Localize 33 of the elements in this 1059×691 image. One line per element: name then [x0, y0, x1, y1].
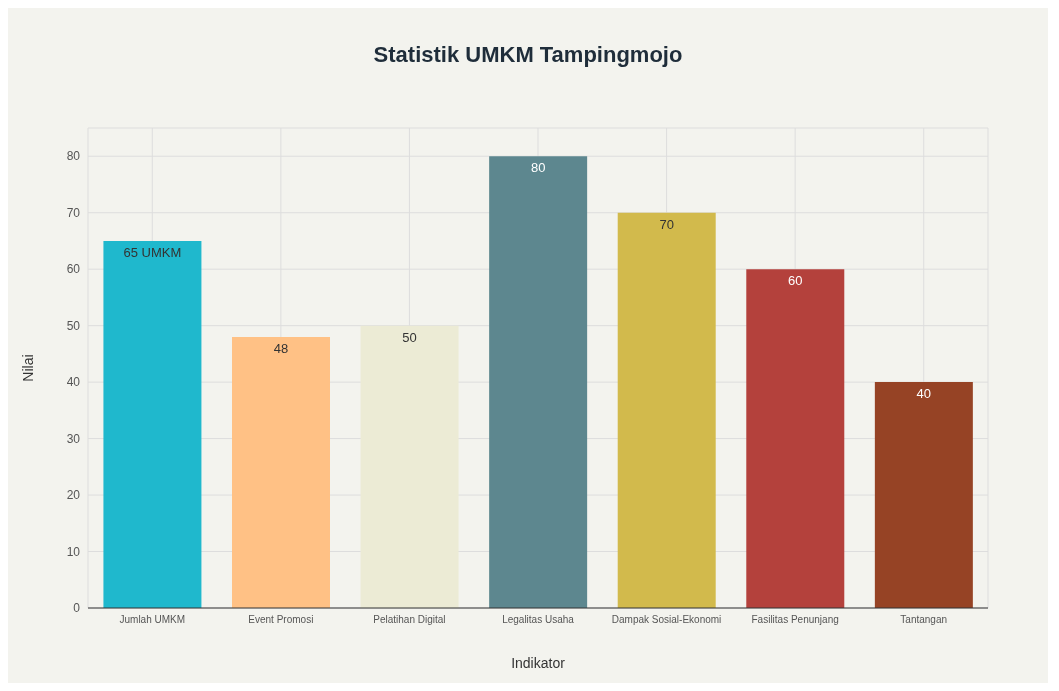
y-tick-label: 20 [66, 488, 81, 503]
y-tick-label: 30 [66, 431, 81, 446]
y-tick-label: 80 [66, 149, 81, 164]
bar [103, 240, 202, 608]
y-tick-label: 50 [66, 318, 81, 333]
data-label: 40 [916, 386, 932, 402]
bar [746, 269, 845, 608]
bar [360, 325, 459, 608]
y-tick-label: 60 [66, 262, 81, 277]
data-label: 70 [659, 216, 674, 232]
y-tick-label: 10 [66, 544, 81, 559]
x-tick-label: Dampak Sosial-Ekonomi [611, 614, 722, 626]
data-label: 80 [530, 160, 546, 176]
x-tick-label: Event Promosi [248, 614, 314, 626]
data-label: 50 [402, 329, 417, 345]
x-tick-label: Legalitas Usaha [502, 614, 575, 626]
y-tick-label: 70 [66, 205, 81, 220]
data-label: 60 [788, 273, 803, 289]
data-label: 65 UMKM [123, 244, 182, 260]
bar [232, 336, 330, 608]
y-tick-label: 40 [66, 375, 81, 390]
chart-title: Statistik UMKM Tampingmojo [372, 41, 684, 69]
data-label: 48 [273, 340, 289, 356]
bar [874, 382, 973, 608]
bar [617, 212, 716, 608]
x-axis-title: Indikator [511, 655, 566, 671]
y-axis-title: Nilai [19, 354, 36, 382]
bar [489, 156, 588, 608]
x-tick-label: Tantangan [900, 614, 948, 626]
y-tick-label: 0 [73, 601, 81, 616]
x-tick-label: Jumlah UMKM [119, 614, 186, 626]
x-tick-label: Pelatihan Digital [373, 614, 446, 626]
x-tick-label: Fasilitas Penunjang [751, 614, 839, 626]
